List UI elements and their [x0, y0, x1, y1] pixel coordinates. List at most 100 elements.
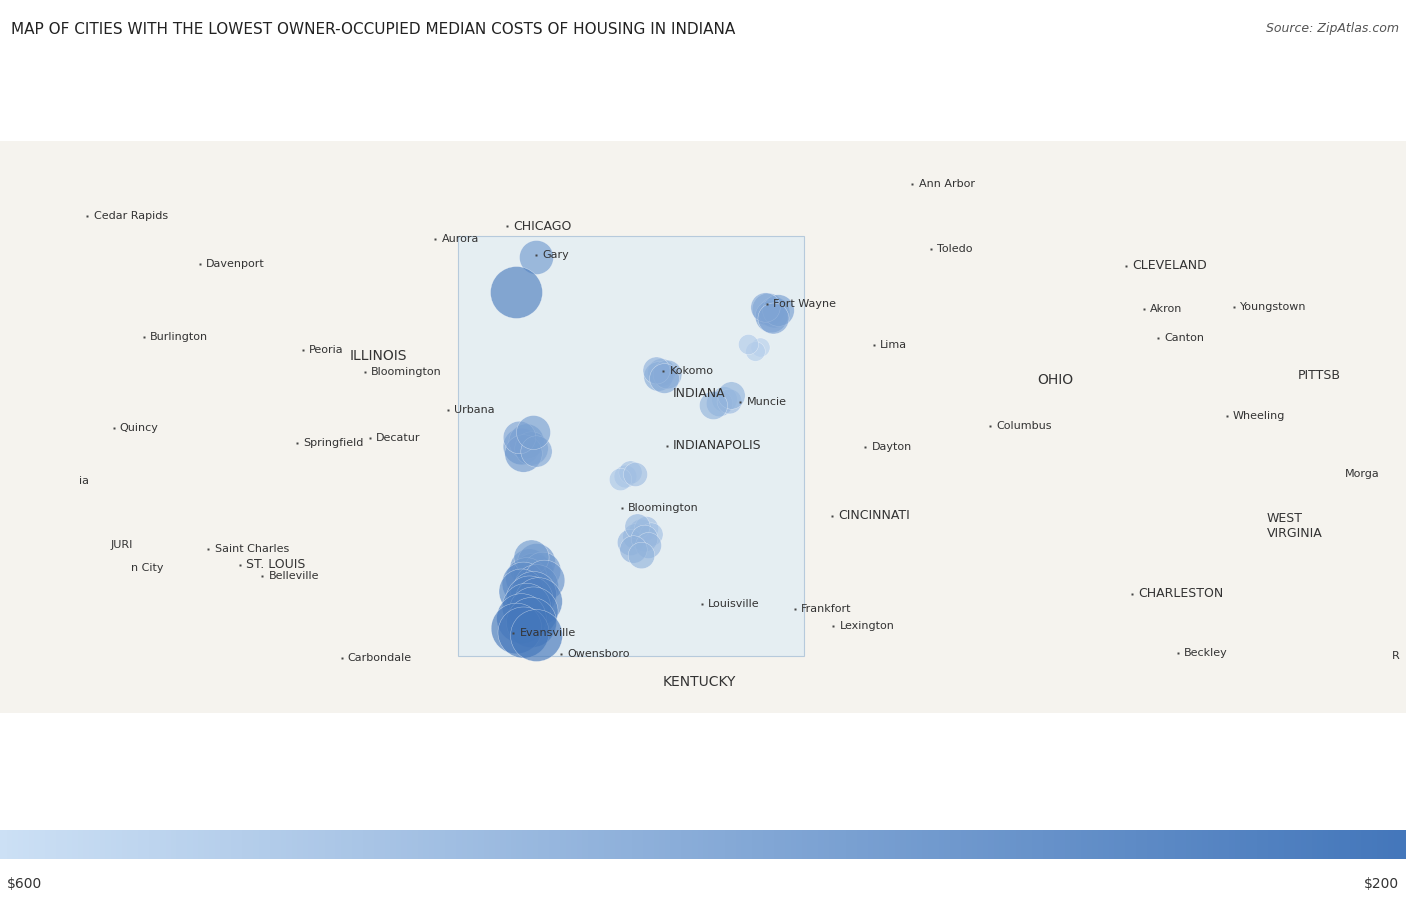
Text: Akron: Akron	[1150, 305, 1182, 315]
Point	[619, 534, 641, 548]
Text: Saint Charles: Saint Charles	[215, 544, 288, 554]
Point	[759, 308, 782, 323]
Text: CHICAGO: CHICAGO	[513, 219, 572, 233]
Text: INDIANAPOLIS: INDIANAPOLIS	[673, 440, 762, 452]
Point	[654, 371, 676, 386]
Point	[509, 610, 531, 625]
Point	[524, 444, 547, 458]
Text: $600: $600	[7, 877, 42, 891]
Point	[609, 472, 631, 486]
Point	[524, 628, 547, 643]
Point	[505, 621, 527, 636]
Point	[505, 284, 527, 298]
Point	[626, 519, 648, 533]
Point	[512, 446, 534, 460]
Text: Belleville: Belleville	[269, 571, 319, 581]
Text: Carbondale: Carbondale	[347, 654, 412, 663]
Text: Kokomo: Kokomo	[669, 366, 714, 376]
Point	[707, 396, 730, 410]
Text: Dayton: Dayton	[872, 441, 912, 452]
Text: Davenport: Davenport	[207, 259, 264, 269]
Text: PITTSB: PITTSB	[1298, 369, 1341, 382]
Point	[756, 302, 779, 316]
Point	[524, 556, 547, 570]
Point	[702, 398, 724, 413]
FancyBboxPatch shape	[458, 236, 804, 656]
Text: Evansville: Evansville	[520, 628, 576, 638]
Text: OHIO: OHIO	[1038, 373, 1073, 387]
Text: MAP OF CITIES WITH THE LOWEST OWNER-OCCUPIED MEDIAN COSTS OF HOUSING IN INDIANA: MAP OF CITIES WITH THE LOWEST OWNER-OCCU…	[11, 22, 735, 38]
Point	[527, 593, 550, 608]
Point	[517, 592, 540, 606]
Point	[520, 550, 543, 565]
Text: Springfield: Springfield	[304, 438, 363, 448]
Text: Canton: Canton	[1164, 334, 1205, 343]
Point	[744, 343, 766, 358]
Text: R: R	[1392, 651, 1399, 661]
Text: Lexington: Lexington	[839, 621, 894, 631]
Text: Burlington: Burlington	[150, 333, 208, 343]
Text: ia: ia	[79, 476, 89, 486]
FancyBboxPatch shape	[0, 140, 1406, 714]
Text: Bloomington: Bloomington	[371, 367, 441, 377]
Text: Aurora: Aurora	[441, 234, 479, 244]
Text: Peoria: Peoria	[309, 345, 344, 355]
Point	[515, 433, 537, 448]
Text: Fort Wayne: Fort Wayne	[773, 299, 835, 309]
Point	[624, 467, 647, 481]
Text: KENTUCKY: KENTUCKY	[662, 675, 735, 690]
Point	[512, 625, 534, 639]
Point	[718, 394, 741, 408]
Text: Urbana: Urbana	[454, 405, 495, 415]
Point	[720, 387, 742, 402]
Point	[522, 586, 544, 601]
Point	[533, 573, 555, 587]
Point	[530, 563, 553, 577]
Text: Owensboro: Owensboro	[568, 649, 630, 659]
Point	[645, 362, 668, 377]
Point	[515, 571, 537, 585]
Point	[630, 547, 652, 562]
Text: Frankfort: Frankfort	[801, 604, 852, 614]
Point	[647, 369, 669, 383]
Text: CHARLESTON: CHARLESTON	[1139, 587, 1223, 601]
Text: Louisville: Louisville	[709, 599, 759, 610]
Point	[522, 565, 544, 580]
Text: Muncie: Muncie	[747, 397, 787, 407]
Point	[650, 365, 672, 379]
Point	[524, 250, 547, 264]
Point	[619, 465, 641, 479]
Text: Youngstown: Youngstown	[1240, 302, 1308, 312]
Text: JURI: JURI	[111, 539, 132, 549]
Point	[624, 530, 647, 544]
Point	[633, 531, 655, 546]
Text: Beckley: Beckley	[1184, 648, 1227, 658]
Text: INDIANA: INDIANA	[673, 387, 725, 400]
Point	[621, 542, 644, 556]
Point	[509, 439, 531, 453]
Text: n City: n City	[131, 563, 163, 573]
Point	[515, 600, 537, 614]
Text: Wheeling: Wheeling	[1233, 411, 1285, 421]
Point	[508, 431, 530, 445]
Point	[522, 425, 544, 440]
Text: Gary: Gary	[543, 250, 569, 260]
Point	[762, 310, 785, 325]
Text: Ann Arbor: Ann Arbor	[918, 180, 974, 190]
Text: Bloomington: Bloomington	[628, 503, 699, 513]
Point	[520, 615, 543, 629]
Point	[634, 521, 657, 535]
Point	[737, 336, 759, 351]
Point	[749, 340, 772, 354]
Point	[640, 527, 662, 541]
Text: Source: ZipAtlas.com: Source: ZipAtlas.com	[1265, 22, 1399, 35]
Point	[524, 579, 547, 593]
Point	[754, 300, 776, 315]
Text: Quincy: Quincy	[120, 423, 159, 433]
Text: Cedar Rapids: Cedar Rapids	[94, 210, 167, 220]
Point	[762, 306, 785, 320]
Text: Toledo: Toledo	[938, 244, 973, 254]
Text: Columbus: Columbus	[997, 421, 1052, 431]
Text: ILLINOIS: ILLINOIS	[350, 349, 408, 363]
Point	[713, 392, 735, 406]
